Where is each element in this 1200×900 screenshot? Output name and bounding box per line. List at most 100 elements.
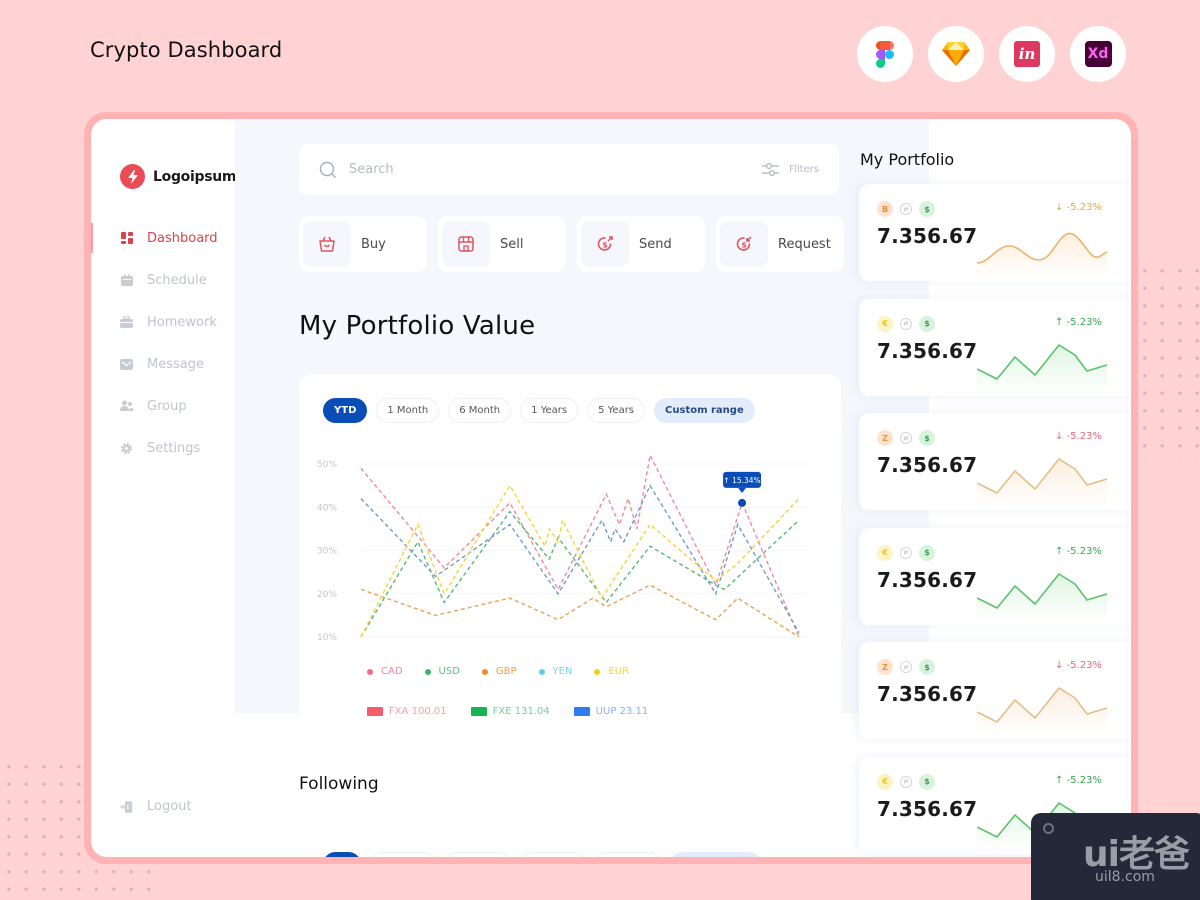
logo-text: Logoipsum [153, 168, 237, 185]
portfolio-card[interactable]: € ⇄ $ 7.356.67 ↑ -5.23% [859, 527, 1131, 625]
range-button[interactable] [323, 852, 361, 857]
legend-item-usd[interactable]: USD [424, 666, 460, 677]
exchange-icon: ⇄ [900, 661, 912, 673]
legend-label: YEN [552, 666, 573, 677]
coin-icons: Z ⇄ $ [877, 430, 935, 446]
series-gbp [360, 584, 800, 638]
portfolio-card-change: ↑ -5.23% [1055, 545, 1102, 557]
portfolio-value-title: My Portfolio Value [299, 311, 536, 341]
sidebar-item-dashboard[interactable]: Dashboard [91, 217, 235, 259]
range-custom-range[interactable]: Custom range [654, 398, 755, 423]
ticker-list: FXA 100.01 FXE 131.04 UUP 23.11 [367, 706, 648, 717]
buy-button[interactable]: Buy [299, 216, 427, 272]
legend-item-yen[interactable]: YEN [538, 666, 573, 677]
chart-legend: CAD USD GBP YEN EUR [367, 666, 629, 677]
legend-label: CAD [381, 666, 403, 677]
logout-button[interactable]: Logout [120, 799, 192, 814]
sidebar-item-group[interactable]: Group [91, 385, 235, 427]
legend-dot-icon [367, 668, 373, 675]
exchange-icon: ⇄ [900, 546, 912, 559]
coin-icons: € ⇄ $ [877, 773, 935, 790]
portfolio-card-change: ↓ -5.23% [1055, 431, 1102, 442]
exchange-icon: ⇄ [900, 203, 912, 215]
legend-item-cad[interactable]: CAD [367, 666, 403, 677]
range-button[interactable] [370, 852, 436, 857]
sparkline-chart [977, 343, 1108, 393]
legend-dot-icon [594, 668, 601, 675]
mail-icon [120, 358, 133, 371]
design-tools: in Xd [857, 26, 1126, 82]
invision-icon: in [999, 26, 1055, 82]
search-input[interactable] [349, 162, 763, 177]
action-label: Send [639, 236, 672, 252]
highlight-point[interactable] [738, 498, 747, 507]
logout-icon [120, 800, 133, 813]
coin-icon: Z [877, 430, 893, 446]
series-eur [360, 484, 800, 638]
portfolio-card[interactable]: Z ⇄ $ 7.356.67 ↓ -5.23% [859, 642, 1131, 739]
request-button[interactable]: $ Request [716, 216, 844, 272]
coin-icons: B ⇄ $ [877, 201, 935, 217]
tag-hole-icon [1043, 823, 1054, 834]
ticker-swatch [470, 707, 487, 716]
filters-button[interactable]: Filters [762, 162, 819, 177]
portfolio-card[interactable]: € ⇄ $ 7.356.67 ↑ -5.23% [859, 298, 1131, 396]
exchange-icon: ⇄ [900, 775, 912, 788]
dollar-icon: $ [919, 659, 935, 675]
action-label: Sell [500, 236, 524, 252]
sidebar-item-homework[interactable]: Homework [91, 301, 235, 343]
coin-icons: Z ⇄ $ [877, 659, 935, 675]
sidebar-item-label: Homework [147, 314, 217, 330]
sidebar-item-settings[interactable]: Settings [91, 427, 235, 469]
portfolio-card[interactable]: B ⇄ $ 7.356.67 ↓ -5.23% [859, 184, 1131, 281]
range-1-years[interactable]: 1 Years [520, 398, 579, 423]
coin-icon: € [877, 315, 893, 332]
sidebar-item-schedule[interactable]: Schedule [91, 259, 235, 301]
sell-button[interactable]: Sell [438, 216, 566, 272]
watermark-logo: ui老爸 [1083, 834, 1190, 875]
series-cad [360, 453, 800, 638]
coin-icon: B [877, 201, 893, 217]
portfolio-card[interactable]: Z ⇄ $ 7.356.67 ↓ -5.23% [859, 413, 1131, 510]
portfolio-card-value: 7.356.67 [877, 338, 978, 363]
y-tick-label: 50% [317, 460, 337, 470]
range-selector: YTD 1 Month 6 Month 1 Years 5 Years Custom ra… [323, 398, 755, 423]
dollar-icon: $ [919, 201, 935, 217]
sketch-icon [928, 26, 984, 82]
range-1-month[interactable]: 1 Month [376, 398, 440, 423]
range-button[interactable] [595, 852, 661, 857]
ticker-item: FXE 131.04 [470, 706, 550, 717]
send-money-icon: $ [597, 236, 613, 251]
svg-text:$: $ [602, 241, 608, 250]
sparkline-chart [977, 572, 1108, 622]
range-6-month[interactable]: 6 Month [448, 398, 512, 423]
portfolio-card-value: 7.356.67 [877, 682, 978, 706]
sidebar-item-label: Message [147, 356, 204, 372]
line-chart[interactable]: 50% 40% 30% 20% 10% ↑ 15.34% [299, 444, 841, 654]
sparkline-chart [977, 458, 1108, 507]
range-button[interactable] [445, 852, 511, 857]
sidebar-item-label: Dashboard [147, 230, 218, 246]
sidebar-nav: Dashboard Schedule Homework [91, 217, 235, 469]
range-button[interactable] [520, 852, 586, 857]
sidebar-item-message[interactable]: Message [91, 343, 235, 385]
gear-icon [120, 442, 133, 455]
legend-dot-icon [481, 668, 488, 675]
ticker-label: UUP 23.11 [595, 706, 649, 717]
legend-item-eur[interactable]: EUR [594, 666, 629, 677]
sidebar: Logoipsum Dashboard Schedule [91, 119, 236, 857]
portfolio-card-value: 7.356.67 [877, 796, 978, 821]
legend-item-gbp[interactable]: GBP [481, 666, 517, 677]
dashboard-window: Logoipsum Dashboard Schedule [91, 119, 1131, 857]
following-title: Following [299, 774, 379, 794]
range-5-years[interactable]: 5 Years [587, 398, 646, 423]
portfolio-card-value: 7.356.67 [877, 453, 978, 477]
range-ytd[interactable]: YTD [323, 398, 368, 423]
legend-label: USD [438, 666, 460, 677]
send-button[interactable]: $ Send [577, 216, 705, 272]
range-button[interactable] [670, 852, 762, 857]
watermark: ui老爸 uil8.com [1031, 813, 1200, 900]
y-tick-label: 10% [317, 633, 337, 643]
logo[interactable]: Logoipsum [120, 164, 236, 189]
ticker-swatch [573, 707, 590, 716]
